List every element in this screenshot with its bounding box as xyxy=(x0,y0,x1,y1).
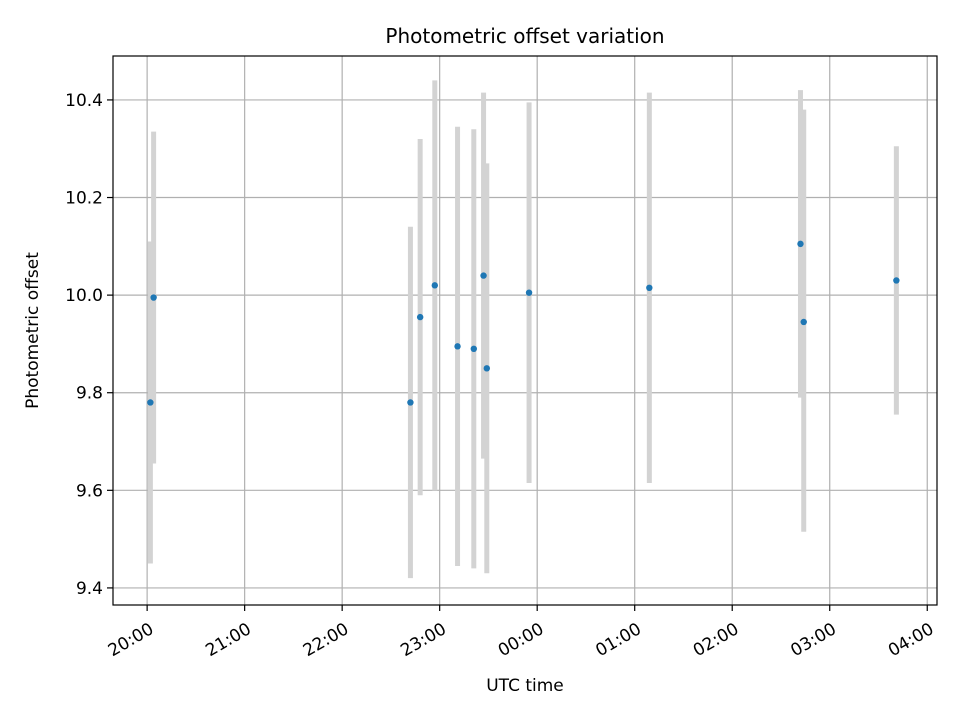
y-tick-label: 9.8 xyxy=(76,384,103,404)
plot-frame xyxy=(112,55,938,606)
axis-ticks: 20:00 21:00 22:00 23:00 00:00 01:00 02:00 03:00… xyxy=(65,91,937,661)
x-tick-label: 04:00 xyxy=(885,619,937,661)
data-point xyxy=(483,365,491,372)
x-axis-label: UTC time xyxy=(486,676,564,696)
data-point xyxy=(480,272,487,279)
data-point xyxy=(147,399,154,406)
x-tick-label: 00:00 xyxy=(495,619,547,661)
data-point xyxy=(525,289,533,296)
data-point xyxy=(407,399,414,406)
x-tick-label: 01:00 xyxy=(592,619,644,661)
y-tick-label: 10.0 xyxy=(65,286,103,306)
data-point xyxy=(150,294,157,301)
data-point xyxy=(416,313,424,321)
data-points xyxy=(147,240,900,406)
data-point xyxy=(454,343,461,350)
data-point xyxy=(800,318,807,326)
data-point xyxy=(893,277,900,284)
error-bars xyxy=(147,80,899,579)
y-tick-label: 9.6 xyxy=(76,481,103,501)
grid-lines xyxy=(113,56,937,605)
x-tick-label: 23:00 xyxy=(397,619,449,661)
x-tick-label: 02:00 xyxy=(690,619,742,661)
data-point xyxy=(646,284,653,291)
y-tick-label: 10.2 xyxy=(65,188,103,208)
data-point xyxy=(470,345,478,352)
chart-title: Photometric offset variation xyxy=(385,24,664,48)
data-point xyxy=(797,240,804,248)
x-tick-label: 21:00 xyxy=(202,619,254,661)
data-point xyxy=(431,282,438,289)
y-tick-label: 9.4 xyxy=(76,579,103,599)
x-tick-label: 22:00 xyxy=(300,619,352,661)
y-tick-label: 10.4 xyxy=(65,91,103,111)
x-tick-label: 03:00 xyxy=(787,619,839,661)
y-axis-label: Photometric offset xyxy=(23,252,43,409)
x-tick-label: 20:00 xyxy=(105,619,157,661)
